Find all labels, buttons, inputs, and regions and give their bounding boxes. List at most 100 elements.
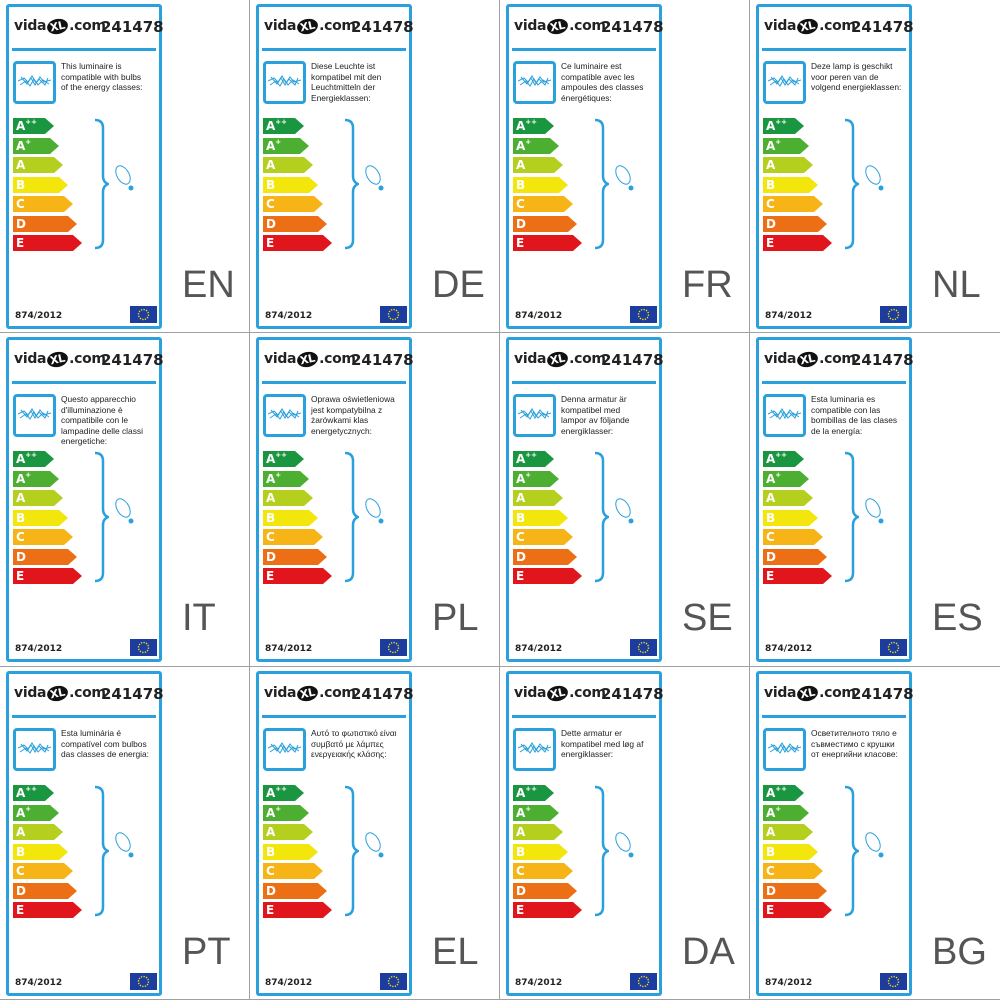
divider	[762, 381, 906, 384]
arrow-tip	[309, 509, 318, 526]
energy-class-label: D	[766, 549, 776, 564]
arrow-tip	[559, 843, 568, 860]
language-code: SE	[682, 597, 733, 639]
energy-class-arrow: B	[763, 509, 818, 526]
energy-class-label: E	[766, 569, 775, 583]
energy-class-suffix: +	[775, 470, 782, 479]
energy-label-es: vida XL .com 241478 Esta luminaria es comp…	[750, 333, 1000, 667]
energy-class-arrow: E	[263, 902, 332, 918]
energy-class-label: B	[266, 844, 276, 859]
arrow-tip	[573, 568, 582, 584]
bulb-icon	[615, 165, 634, 191]
energy-class-arrow: D	[513, 548, 577, 565]
arrow-tip	[295, 451, 304, 467]
compatibility-text: Denna armatur är kompatibel med lampor a…	[561, 394, 630, 436]
logo-text: vida	[764, 351, 797, 367]
energy-class-scale: A++ A+ A B C D E	[763, 451, 832, 588]
arrow-tip	[814, 863, 823, 879]
bracket-icon	[594, 785, 609, 917]
logo-mark: XL	[795, 683, 820, 704]
compatibility-text: Esta luminária é compatível com bulbos d…	[61, 728, 149, 759]
energy-class-arrow: E	[763, 902, 832, 918]
logo-text: vida	[514, 685, 547, 701]
energy-class-arrow: E	[13, 235, 82, 251]
bulb-icon	[365, 165, 384, 191]
arrow-tip	[309, 843, 318, 860]
logo-domain: .com	[819, 18, 856, 34]
bulb-icon	[865, 165, 884, 191]
product-number: 241478	[101, 685, 164, 703]
label-frame: vida XL .com 241478 Dette armatur er kompa…	[506, 671, 664, 996]
bulb-icon	[115, 832, 134, 858]
energy-class-arrow: A	[513, 824, 563, 840]
energy-class-arrow: E	[13, 902, 82, 918]
eu-flag-icon	[630, 306, 657, 323]
energy-class-scale: A++ A+ A B C D E	[263, 451, 332, 588]
arrow-tip	[304, 157, 313, 173]
energy-class-arrow: A+	[513, 804, 559, 821]
energy-class-label: A	[516, 119, 526, 133]
energy-class-arrow: A+	[263, 470, 309, 487]
compatibility-text: Αυτό το φωτιστικό είναι συμβατό με λάμπε…	[311, 728, 397, 759]
arrow-tip	[314, 196, 323, 212]
energy-class-arrow: E	[513, 568, 582, 584]
compatibility-text: Осветителното тяло е съвместимо с крушки…	[811, 728, 898, 759]
arrow-tip	[800, 804, 809, 821]
arrow-tip	[323, 568, 332, 584]
luminaire-icon	[763, 61, 806, 104]
energy-class-arrow: A	[763, 824, 813, 840]
bulb-icon	[115, 165, 134, 191]
energy-class-arrow: E	[513, 235, 582, 251]
arrow-tip	[564, 529, 573, 545]
bulb-icon	[115, 498, 134, 524]
product-number: 241478	[851, 351, 914, 369]
bulb-icon	[865, 832, 884, 858]
energy-class-label: E	[516, 236, 525, 250]
logo-text: vida	[14, 685, 47, 701]
regulation-number: 874/2012	[265, 978, 313, 988]
bracket-icon	[344, 785, 359, 917]
energy-class-arrow: D	[13, 215, 77, 232]
energy-class-label: C	[766, 197, 775, 211]
energy-class-suffix: ++	[275, 451, 288, 459]
divider	[512, 381, 656, 384]
eu-flag-icon	[380, 639, 407, 656]
energy-class-label: C	[516, 530, 525, 544]
energy-class-arrow: E	[763, 235, 832, 251]
arrow-tip	[309, 176, 318, 193]
energy-class-arrow: C	[263, 529, 323, 545]
energy-class-suffix: ++	[25, 785, 38, 793]
energy-class-arrow: A++	[13, 118, 54, 134]
energy-class-label: A	[766, 138, 776, 153]
arrow-tip	[559, 509, 568, 526]
energy-class-label: A	[16, 825, 26, 839]
energy-class-suffix: ++	[275, 785, 288, 793]
energy-class-arrow: A++	[763, 118, 804, 134]
energy-label-da: vida XL .com 241478 Dette armatur er kompa…	[500, 667, 750, 1000]
energy-class-label: A	[766, 786, 776, 800]
energy-class-arrow: D	[263, 548, 327, 565]
logo-mark: XL	[45, 349, 70, 370]
arrow-tip	[304, 824, 313, 840]
energy-class-label: A	[266, 491, 276, 505]
energy-class-label: E	[766, 236, 775, 250]
arrow-tip	[545, 785, 554, 801]
eu-flag-icon	[130, 306, 157, 323]
energy-class-label: D	[516, 549, 526, 564]
energy-class-arrow: A++	[513, 785, 554, 801]
arrow-tip	[54, 157, 63, 173]
energy-class-label: B	[266, 177, 276, 192]
energy-class-suffix: ++	[275, 118, 288, 126]
arrow-tip	[295, 118, 304, 134]
eu-flag-icon	[380, 306, 407, 323]
arrow-tip	[545, 451, 554, 467]
regulation-number: 874/2012	[15, 311, 63, 321]
energy-class-arrow: A++	[263, 451, 304, 467]
product-number: 241478	[101, 351, 164, 369]
arrow-tip	[314, 529, 323, 545]
arrow-tip	[545, 118, 554, 134]
energy-class-suffix: ++	[525, 451, 538, 459]
bracket-icon	[844, 785, 859, 917]
bracket-icon	[844, 118, 859, 250]
